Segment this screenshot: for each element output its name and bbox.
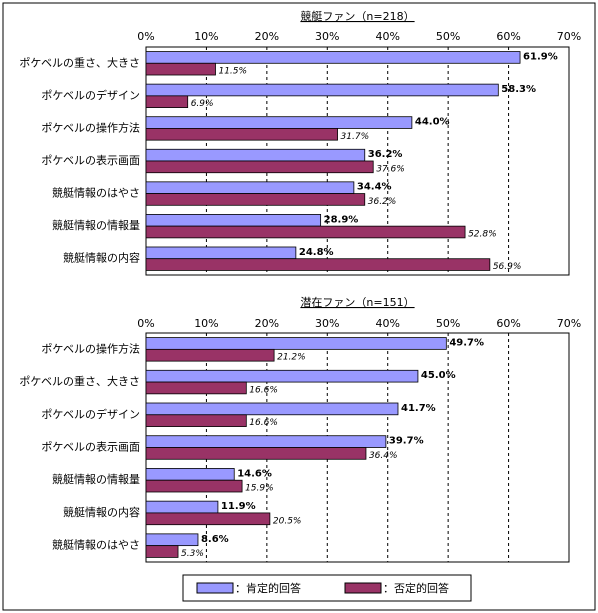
- bar: [145, 545, 179, 558]
- value-label: 52.8%: [468, 230, 497, 240]
- bar: [145, 258, 491, 271]
- bar: [145, 51, 521, 64]
- x-tick-label: 60%: [496, 317, 520, 330]
- bar: [145, 348, 275, 362]
- bar: [145, 435, 387, 448]
- y-tick-label: ポケベルの操作方法: [41, 341, 140, 355]
- legend-swatch: [344, 582, 382, 594]
- bar: [145, 414, 247, 427]
- value-label: 49.7%: [449, 337, 484, 348]
- bar: [145, 62, 216, 76]
- value-label: 36.4%: [369, 451, 398, 461]
- bar: [145, 214, 322, 227]
- value-label: 16.6%: [249, 385, 278, 395]
- y-tick-label: ポケベルの操作方法: [41, 120, 140, 134]
- value-label: 14.6%: [237, 468, 272, 479]
- legend-swatch: [196, 582, 234, 594]
- bar: [145, 369, 419, 383]
- legend-label: ：肯定的回答: [235, 581, 301, 595]
- x-tick-label: 70%: [557, 317, 581, 330]
- value-label: 44.0%: [415, 117, 450, 128]
- x-tick-label: 10%: [194, 30, 218, 43]
- bar: [145, 381, 247, 395]
- value-label: 11.5%: [218, 67, 247, 77]
- y-tick-label: ポケベルのデザイン: [41, 407, 140, 421]
- value-label: 20.5%: [273, 516, 302, 526]
- value-label: 39.7%: [389, 436, 424, 447]
- bar: [145, 246, 297, 260]
- value-label: 37.6%: [376, 164, 405, 174]
- bar: [145, 512, 271, 526]
- bar: [145, 83, 499, 97]
- value-label: 41.7%: [401, 403, 436, 414]
- x-tick-label: 50%: [436, 30, 460, 43]
- value-label: 6.9%: [191, 99, 214, 109]
- value-label: 36.2%: [368, 149, 403, 160]
- x-tick-label: 70%: [557, 30, 581, 43]
- value-label: 16.6%: [249, 418, 278, 428]
- value-label: 34.4%: [357, 182, 392, 193]
- value-label: 8.6%: [201, 534, 229, 545]
- x-tick-label: 40%: [375, 30, 399, 43]
- x-tick-label: 30%: [315, 30, 339, 43]
- chart-title: 潜在ファン（n=151）: [300, 295, 414, 309]
- value-label: 56.9%: [493, 262, 522, 272]
- bar: [145, 402, 399, 416]
- value-label: 5.3%: [181, 549, 204, 559]
- value-label: 36.2%: [368, 197, 397, 207]
- y-tick-label: 競艇情報の内容: [63, 251, 140, 265]
- x-tick-label: 0%: [137, 30, 154, 43]
- x-tick-label: 30%: [315, 317, 339, 330]
- x-tick-label: 20%: [255, 30, 279, 43]
- y-tick-label: 競艇情報のはやさ: [52, 538, 140, 552]
- bar: [145, 447, 367, 460]
- x-tick-label: 20%: [255, 317, 279, 330]
- bar: [145, 193, 366, 206]
- legend-label: ：否定的回答: [383, 581, 449, 595]
- value-label: 45.0%: [421, 370, 456, 381]
- value-label: 15.9%: [245, 484, 274, 494]
- y-tick-label: 競艇情報の内容: [63, 505, 140, 519]
- bar: [145, 337, 447, 350]
- y-tick-label: ポケベルの重さ、大きさ: [19, 374, 140, 388]
- bar: [145, 468, 235, 481]
- x-tick-label: 50%: [436, 317, 460, 330]
- value-label: 24.8%: [299, 247, 334, 258]
- bar: [145, 128, 338, 141]
- x-tick-label: 0%: [137, 317, 154, 330]
- bar: [145, 116, 413, 129]
- bar: [145, 479, 243, 493]
- y-tick-label: ポケベルの表示画面: [41, 153, 140, 167]
- value-label: 58.3%: [501, 84, 536, 95]
- x-tick-label: 10%: [194, 317, 218, 330]
- y-tick-label: 競艇情報の情報量: [52, 218, 140, 232]
- value-label: 21.2%: [277, 353, 306, 363]
- bar: [145, 533, 199, 547]
- value-label: 61.9%: [523, 51, 558, 62]
- y-tick-label: ポケベルの表示画面: [41, 440, 140, 454]
- x-tick-label: 40%: [375, 317, 399, 330]
- bar: [145, 500, 219, 514]
- value-label: 31.7%: [341, 132, 370, 142]
- bar: [145, 148, 366, 162]
- value-label: 28.9%: [324, 214, 359, 225]
- bar: [145, 160, 374, 174]
- bar: [145, 181, 355, 194]
- y-tick-label: ポケベルの重さ、大きさ: [19, 55, 140, 69]
- bar: [145, 95, 189, 108]
- y-tick-label: 競艇情報の情報量: [52, 472, 140, 486]
- y-tick-label: ポケベルのデザイン: [41, 88, 140, 102]
- x-tick-label: 60%: [496, 30, 520, 43]
- chart-title: 競艇ファン（n=218）: [300, 9, 414, 23]
- bar: [145, 225, 466, 239]
- y-tick-label: 競艇情報のはやさ: [52, 186, 140, 200]
- value-label: 11.9%: [221, 501, 256, 512]
